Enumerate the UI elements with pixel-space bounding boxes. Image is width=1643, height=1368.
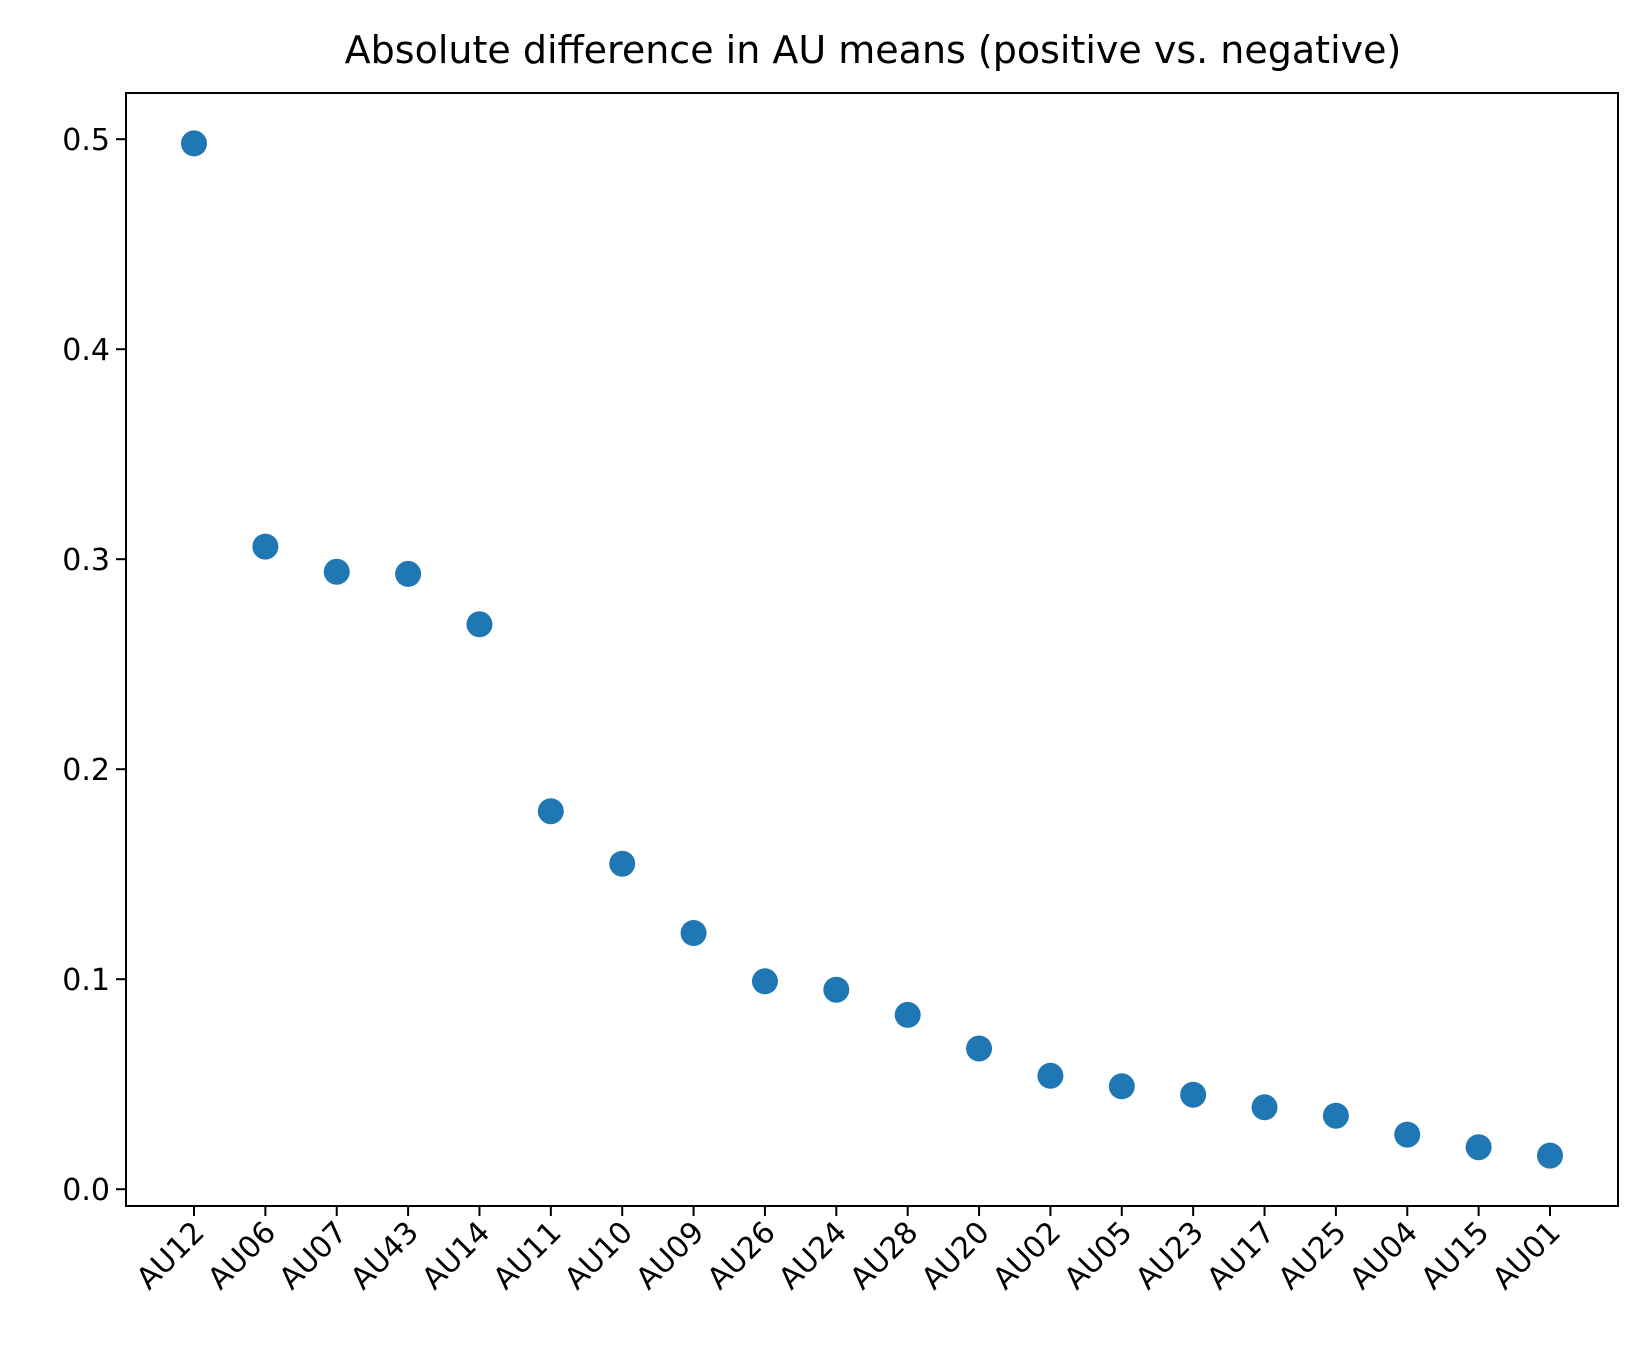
data-points bbox=[181, 130, 1563, 1169]
data-point-au24 bbox=[823, 976, 850, 1003]
x-tick-label: AU15 bbox=[1415, 1215, 1497, 1297]
x-tick-label: AU04 bbox=[1343, 1215, 1425, 1297]
data-point-au01 bbox=[1537, 1142, 1563, 1169]
data-point-au10 bbox=[609, 850, 636, 877]
data-point-au17 bbox=[1251, 1094, 1278, 1121]
x-tick-label: AU23 bbox=[1129, 1215, 1211, 1297]
data-point-au26 bbox=[751, 968, 778, 995]
data-point-au28 bbox=[894, 1001, 921, 1028]
y-tick-label: 0.5 bbox=[62, 123, 110, 158]
x-tick-label: AU06 bbox=[201, 1215, 283, 1297]
y-axis: 0.0 0.1 0.2 0.3 0.4 0.5 bbox=[62, 123, 126, 1208]
y-tick-label: 0.1 bbox=[62, 963, 110, 998]
data-point-au12 bbox=[181, 130, 207, 157]
x-tick-label: AU02 bbox=[986, 1215, 1068, 1297]
x-tick-label: AU09 bbox=[629, 1215, 711, 1297]
data-point-au07 bbox=[323, 558, 350, 585]
data-point-au20 bbox=[966, 1035, 993, 1062]
data-point-au23 bbox=[1180, 1081, 1207, 1108]
x-tick-label: AU28 bbox=[844, 1215, 926, 1297]
x-tick-label: AU17 bbox=[1200, 1215, 1282, 1297]
x-tick-label: AU14 bbox=[415, 1215, 497, 1297]
chart-title: Absolute difference in AU means (positiv… bbox=[345, 28, 1402, 72]
x-tick-label: AU43 bbox=[344, 1215, 426, 1297]
x-tick-label: AU07 bbox=[273, 1215, 355, 1297]
data-point-au09 bbox=[680, 920, 707, 946]
x-tick-label: AU10 bbox=[558, 1215, 640, 1297]
y-tick-label: 0.0 bbox=[62, 1173, 110, 1208]
data-point-au43 bbox=[395, 560, 422, 587]
x-tick-label: AU25 bbox=[1272, 1215, 1354, 1297]
data-point-au14 bbox=[466, 611, 493, 638]
data-point-au15 bbox=[1465, 1134, 1492, 1161]
plot-frame bbox=[125, 92, 1619, 1207]
x-tick-label: AU26 bbox=[701, 1215, 783, 1297]
data-point-au05 bbox=[1108, 1073, 1135, 1100]
x-tick-label: AU24 bbox=[772, 1215, 854, 1297]
x-tick-label: AU11 bbox=[487, 1215, 569, 1297]
data-point-au11 bbox=[537, 798, 564, 825]
y-tick-label: 0.2 bbox=[62, 753, 110, 788]
data-point-au04 bbox=[1394, 1121, 1421, 1148]
data-point-au06 bbox=[252, 533, 279, 560]
y-tick-label: 0.3 bbox=[62, 543, 110, 578]
data-point-au02 bbox=[1037, 1062, 1064, 1089]
x-tick-label: AU12 bbox=[130, 1215, 212, 1297]
x-tick-label: AU20 bbox=[915, 1215, 997, 1297]
x-axis: AU12AU06AU07AU43AU14AU11AU10AU09AU26AU24… bbox=[130, 1206, 1568, 1297]
data-point-au25 bbox=[1322, 1102, 1349, 1129]
y-tick-label: 0.4 bbox=[62, 333, 110, 368]
x-tick-label: AU01 bbox=[1486, 1215, 1568, 1297]
x-tick-label: AU05 bbox=[1058, 1215, 1140, 1297]
